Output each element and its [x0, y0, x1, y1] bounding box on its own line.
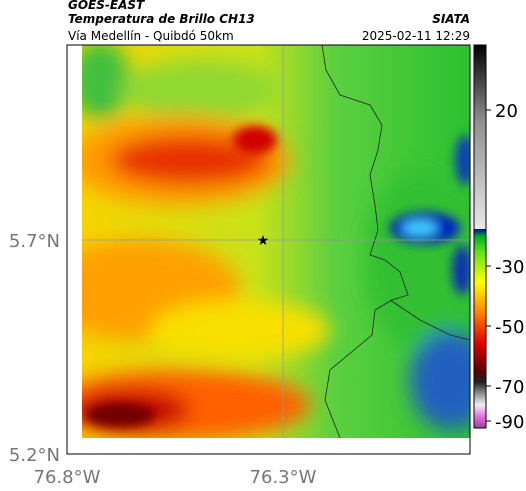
route: Vía Medellín - Quibdó 50km [68, 29, 234, 43]
lat-label: 5.7°N [9, 231, 60, 252]
timestamp: 2025-02-11 12:29 [362, 29, 470, 43]
product: Temperatura de Brillo CH13 [68, 12, 255, 26]
colorbar-label: -30 [495, 257, 524, 278]
satellite-image: ★ [82, 45, 470, 438]
colorbar-label: -70 [495, 377, 524, 398]
colorbar-label: -50 [495, 317, 524, 338]
colorbar-label: 20 [495, 101, 518, 122]
agency: SIATA [432, 12, 470, 26]
map-frame [66, 44, 471, 455]
lon-label: 76.3°W [250, 467, 317, 488]
colorbar-label: -90 [495, 412, 524, 433]
lat-label: 5.2°N [9, 445, 60, 466]
colorbar-ticks: 20 -30 -50 -70 -90 [486, 101, 524, 433]
lon-label: 76.8°W [34, 467, 101, 488]
colorbar [473, 44, 487, 429]
svg-text:★: ★ [257, 233, 270, 249]
source: GOES-EAST [68, 0, 145, 12]
